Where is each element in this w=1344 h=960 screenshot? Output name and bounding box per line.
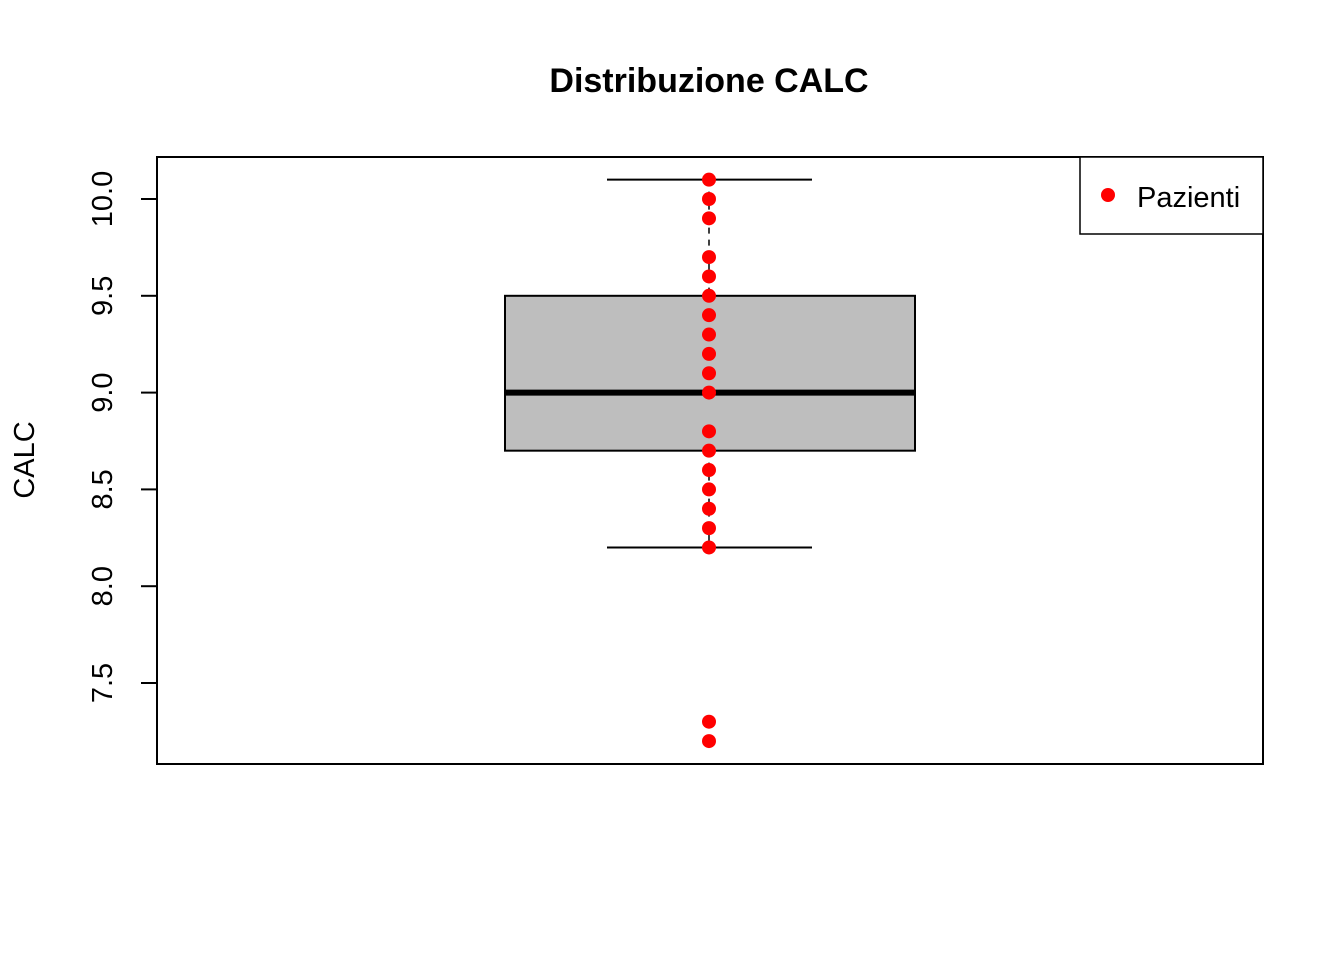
y-tick-label-10.0: 10.0	[87, 171, 119, 227]
data-point-10-1	[702, 172, 716, 187]
data-points	[702, 172, 716, 749]
data-point-9-9	[702, 211, 716, 226]
data-point-10	[702, 192, 716, 206]
y-axis: 7.5 8.0 8.5 9.0 9.5 10.0	[87, 171, 158, 703]
data-point-9-1	[702, 366, 716, 381]
data-point-8-6	[702, 463, 716, 478]
data-point-8-2	[702, 540, 716, 555]
data-point-8-4	[702, 501, 716, 516]
data-point-8-3	[702, 521, 716, 536]
data-point-9-3	[702, 327, 716, 342]
plot-frame	[156, 156, 1264, 765]
plot-area	[156, 156, 1264, 765]
data-point-8-5	[702, 482, 716, 497]
legend: Pazienti	[1079, 156, 1264, 235]
legend-marker-pazienti	[1101, 188, 1115, 202]
chart-title: Distribuzione CALC	[549, 62, 868, 100]
data-point-9-5	[702, 288, 716, 303]
data-point-9-4	[702, 308, 716, 323]
data-point-9	[702, 385, 716, 400]
y-tick-label-7.5: 7.5	[87, 663, 119, 703]
data-point-7-3	[702, 714, 716, 729]
y-tick-label-9.0: 9.0	[87, 372, 119, 412]
data-point-8-7	[702, 443, 716, 458]
data-point-8-8	[702, 424, 716, 439]
data-point-7-2	[702, 734, 716, 749]
y-tick-label-8.5: 8.5	[87, 469, 119, 509]
data-point-9-2	[702, 346, 716, 361]
data-point-9-7	[702, 250, 716, 265]
y-axis-label: CALC	[9, 421, 41, 498]
y-tick-label-9.5: 9.5	[87, 276, 119, 316]
data-point-9-6	[702, 269, 716, 284]
legend-label-pazienti: Pazienti	[1137, 182, 1240, 214]
y-tick-label-8.0: 8.0	[87, 566, 119, 606]
